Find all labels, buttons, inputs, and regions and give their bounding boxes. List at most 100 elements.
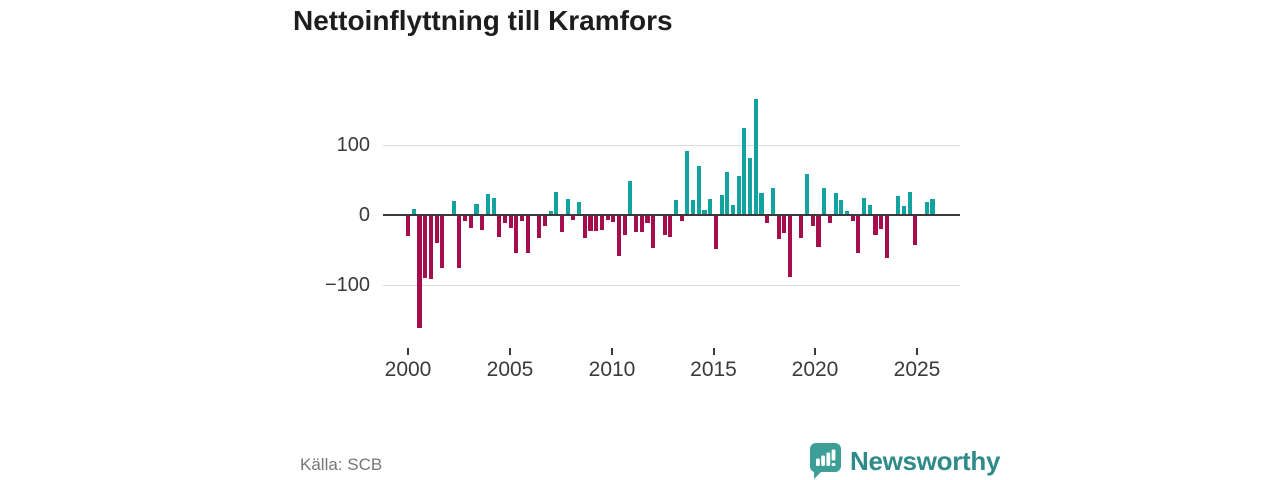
bar [440,215,445,269]
x-tick-mark [712,348,715,355]
bar [548,210,553,215]
bar [639,215,644,232]
bar [765,215,770,223]
bar [668,215,673,237]
bar [759,192,764,215]
bar [782,215,787,233]
bar [594,215,599,232]
x-tick-label: 2020 [791,358,839,381]
bar [810,215,815,227]
bar [776,215,781,239]
y-tick-label-neg100: −100 [324,274,370,296]
bar [879,215,884,229]
bar [679,215,684,222]
bar [599,215,604,230]
bar [514,215,519,253]
bar [611,215,616,222]
bar [634,215,639,232]
bar [691,200,696,215]
bar [457,215,462,269]
bar [577,202,582,215]
bar [451,201,456,215]
bar [673,200,679,215]
bar [725,172,730,215]
bar [497,215,502,237]
bar [873,215,878,235]
bar [616,215,622,256]
bar [748,157,753,215]
zero-axis-line [383,214,960,216]
newsworthy-logo: Newsworthy [810,443,1000,479]
bar [628,180,633,215]
bar [542,215,547,227]
bar [753,98,758,215]
bar [434,215,439,243]
x-tick-label: 2010 [588,358,636,381]
bar [417,215,422,328]
bar [713,215,718,250]
bar [822,188,827,215]
bar [913,215,918,246]
y-tick-label-100: 100 [336,134,370,156]
x-tick-mark [814,348,816,355]
bar [907,191,912,215]
bar [474,203,479,215]
newsworthy-wordmark: Newsworthy [850,445,1001,476]
bar [605,215,610,220]
x-tick-mark [509,348,511,355]
bar [850,215,855,221]
bar [884,215,889,259]
bar [582,215,587,239]
bar [468,215,473,229]
bar [651,215,656,248]
bar [428,215,433,280]
bar [867,204,872,215]
bar [559,215,565,232]
bar [742,128,747,215]
bar [622,215,627,235]
bar [463,215,468,222]
bar [719,195,724,215]
bar [502,215,508,224]
bar [702,210,707,215]
x-tick-label: 2000 [384,358,432,381]
bar [406,215,411,236]
bar [645,215,650,223]
x-tick-mark [916,348,918,355]
bar [736,175,741,215]
x-tick-label: 2015 [690,358,737,381]
bar [862,197,867,215]
x-tick-label: 2025 [893,358,941,381]
bar [588,215,593,232]
bar [696,166,701,215]
bar [480,215,485,230]
bar [805,174,810,215]
y-gridline-minus100 [383,285,960,286]
bar [901,205,907,215]
bar [571,215,576,220]
bar [844,210,850,215]
bar [856,215,861,253]
bar [924,202,929,215]
bar [554,191,559,215]
bar [896,196,901,215]
bar [525,215,530,253]
bar [685,150,690,215]
x-tick-label: 2005 [486,358,534,381]
bar [537,215,542,239]
source-note: Källa: SCB [300,455,383,474]
x-tick-mark [611,348,613,355]
y-tick-label-0: 0 [358,204,370,226]
bar [662,215,667,236]
bar [816,215,821,247]
bar [423,215,428,278]
bar [770,187,775,215]
bar [520,215,525,222]
bar [839,200,844,215]
x-tick-mark [407,348,409,355]
bar [491,197,496,215]
bar [708,198,713,215]
bar [799,215,804,239]
newsworthy-bubble-icon [810,443,841,479]
